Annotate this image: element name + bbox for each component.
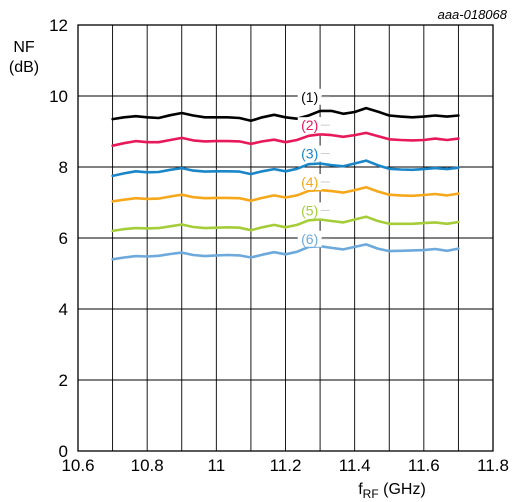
figure-id: aaa-018068 xyxy=(438,7,508,22)
y-tick-label: 4 xyxy=(59,300,68,319)
series-label-background xyxy=(297,145,322,162)
series-label-5: (5) xyxy=(301,202,318,218)
series-line-2 xyxy=(111,131,460,147)
tick-labels: 10.6 10.8 11 11.2 11.4 11.6 11.8 0 2 4 6 8 10 12 xyxy=(49,16,509,475)
x-tick-label: 11.6 xyxy=(408,456,440,475)
plot-frame xyxy=(77,24,494,452)
y-tick-label: 2 xyxy=(59,371,68,390)
series-label-2: (2) xyxy=(301,117,318,133)
x-tick-label: 11.2 xyxy=(270,456,302,475)
series-line-3 xyxy=(111,159,460,178)
series-label-1: (1) xyxy=(301,89,318,105)
y-tick-label: 6 xyxy=(59,229,68,248)
x-axis-title-unit: (GHz) xyxy=(379,481,426,498)
y-axis-title-line1: NF xyxy=(13,39,35,56)
y-tick-label: 8 xyxy=(59,158,68,177)
x-axis-title-subscript: RF xyxy=(363,487,379,501)
x-tick-label: 11.8 xyxy=(477,456,509,475)
series-label-background xyxy=(297,202,322,219)
series-label-background xyxy=(297,173,322,190)
x-axis-title: fRF (GHz) xyxy=(358,481,426,501)
y-tick-label: 10 xyxy=(49,87,68,106)
series-label-background xyxy=(297,230,322,247)
series-line-4 xyxy=(111,185,460,203)
series-line-1 xyxy=(111,106,460,123)
y-tick-label: 0 xyxy=(59,442,68,461)
series-group: (1) (2) (3) (4) (5) (6) xyxy=(111,88,460,261)
grid xyxy=(78,25,493,451)
series-label-background xyxy=(297,88,322,105)
y-axis-title-line2: (dB) xyxy=(9,59,39,76)
x-tick-label: 10.6 xyxy=(61,456,94,475)
series-label-6: (6) xyxy=(301,231,318,247)
y-tick-label: 12 xyxy=(49,16,68,35)
x-tick-label: 10.8 xyxy=(131,456,164,475)
series-label-4: (4) xyxy=(301,174,318,190)
x-tick-label: 11.4 xyxy=(339,456,371,475)
series-label-3: (3) xyxy=(301,146,318,162)
series-line-5 xyxy=(111,215,460,233)
x-axis-title-main: f xyxy=(358,481,363,498)
series-label-background xyxy=(297,117,322,134)
series-line-6 xyxy=(111,243,460,261)
x-tick-label: 11 xyxy=(208,456,226,475)
